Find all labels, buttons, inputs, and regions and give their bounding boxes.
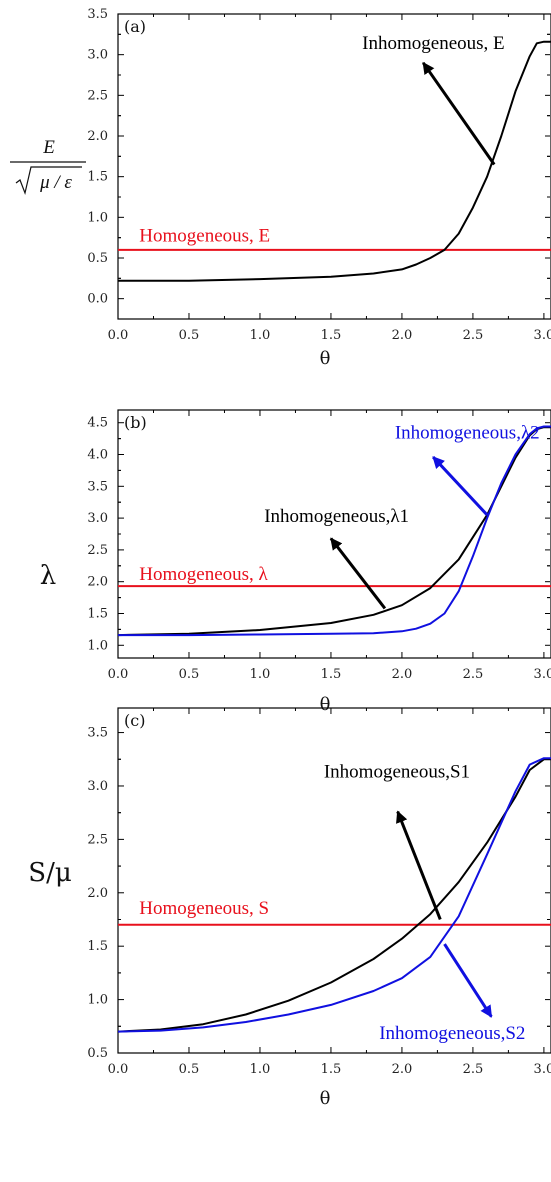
panel-c: (c) θ S/μ 0.0 0.5 1.0 1.5 2.0 2.5 3.00.51.01.5… [28, 707, 551, 1109]
x-tick-label: 0.5 [179, 328, 200, 343]
annotation-arrow [432, 456, 489, 516]
plot-frame [117, 409, 551, 659]
panel-label: (a) [124, 17, 146, 36]
x-tick-label: 3.0 [534, 667, 551, 682]
annotation-arrow [421, 61, 496, 166]
annotation-arrow [443, 943, 493, 1018]
y-tick-label: 2.5 [87, 832, 108, 847]
series-line-inhomogeneous-s2 [118, 757, 551, 1033]
annotation-arrow [329, 537, 387, 610]
panel-label: (c) [124, 711, 145, 730]
x-tick-label: 2.0 [392, 328, 413, 343]
x-tick-label: 1.0 [250, 1062, 271, 1077]
y-tick-label: 1.0 [87, 638, 108, 653]
y-tick-label: 3.5 [87, 726, 108, 741]
y-axis-title: λ [40, 561, 56, 591]
annotation-label: Homogeneous, E [139, 226, 270, 247]
x-tick-label: 0.5 [179, 1062, 200, 1077]
annotation-label: Inhomogeneous,λ1 [264, 506, 409, 527]
panel-label: (b) [124, 413, 147, 432]
x-tick-label: 1.5 [321, 1062, 342, 1077]
x-tick-label: 2.0 [392, 1062, 413, 1077]
y-tick-label: 2.0 [87, 575, 108, 590]
x-axis-title: θ [320, 694, 331, 715]
y-axis-title-denominator: μ / ε [39, 172, 72, 193]
y-tick-label: 2.0 [87, 129, 108, 144]
x-tick-label: 3.0 [534, 1062, 551, 1077]
x-tick-label: 1.5 [321, 667, 342, 682]
y-tick-label: 2.0 [87, 886, 108, 901]
series-line-inhomogeneous-s1 [118, 758, 551, 1033]
annotation-label: Inhomogeneous, E [362, 33, 504, 54]
x-tick-label: 2.5 [463, 1062, 484, 1077]
x-tick-label: 0.0 [108, 1062, 129, 1077]
y-tick-label: 2.5 [87, 88, 108, 103]
annotation-label: Inhomogeneous,λ2 [395, 423, 540, 444]
y-tick-label: 4.0 [87, 448, 108, 463]
annotation-arrow [396, 810, 442, 921]
y-tick-label: 4.5 [87, 416, 108, 431]
annotation-label: Inhomogeneous,S2 [379, 1023, 525, 1044]
plot-frame [117, 707, 551, 1054]
x-tick-label: 1.0 [250, 667, 271, 682]
x-axis-title: θ [320, 1088, 331, 1109]
panel-b: (b) θ λ 0.0 0.5 1.0 1.5 2.0 2.5 3.0 1.0 1.5 2.0 2.… [40, 409, 551, 715]
y-axis-title: E μ / ε [10, 137, 86, 196]
y-tick-label: 1.0 [87, 993, 108, 1008]
series-line-inhomogeneous-e [118, 40, 551, 282]
y-tick-label: 0.0 [87, 292, 108, 307]
y-tick-label: 3.5 [87, 7, 108, 22]
y-axis-title-numerator: E [42, 137, 55, 158]
x-tick-label: 1.0 [250, 328, 271, 343]
y-tick-label: 3.0 [87, 48, 108, 63]
series-line-inhomogeneous-1 [118, 426, 551, 637]
plot-frame [117, 13, 551, 320]
series-line-inhomogeneous-2 [118, 425, 551, 637]
annotation-label: Inhomogeneous,S1 [324, 761, 470, 782]
y-axis-title-sqrt-sign [15, 166, 82, 196]
panel-a: (a) θ E μ / ε 0.0 0.5 1.0 1.5 2.0 2.5 3.0 0.0 0.… [10, 7, 551, 369]
y-tick-label: 0.5 [87, 251, 108, 266]
x-tick-label: 2.5 [463, 667, 484, 682]
x-tick-label: 2.0 [392, 667, 413, 682]
annotation-label: Homogeneous, S [139, 898, 269, 919]
y-tick-label: 3.5 [87, 479, 108, 494]
y-axis-title: S/μ [28, 858, 71, 888]
x-tick-label: 0.0 [108, 667, 129, 682]
y-tick-label: 1.0 [87, 210, 108, 225]
y-tick-label: 1.5 [87, 170, 108, 185]
y-tick-label: 0.5 [87, 1046, 108, 1061]
x-tick-label: 2.5 [463, 328, 484, 343]
x-tick-label: 1.5 [321, 328, 342, 343]
y-tick-label: 1.5 [87, 939, 108, 954]
x-axis-title: θ [320, 348, 331, 369]
y-tick-label: 1.5 [87, 606, 108, 621]
y-tick-label: 2.5 [87, 543, 108, 558]
x-tick-label: 0.5 [179, 667, 200, 682]
y-tick-label: 3.0 [87, 511, 108, 526]
annotation-label: Homogeneous, λ [139, 564, 268, 585]
y-tick-label: 3.0 [87, 779, 108, 794]
x-tick-label: 0.0 [108, 328, 129, 343]
x-tick-label: 3.0 [534, 328, 551, 343]
